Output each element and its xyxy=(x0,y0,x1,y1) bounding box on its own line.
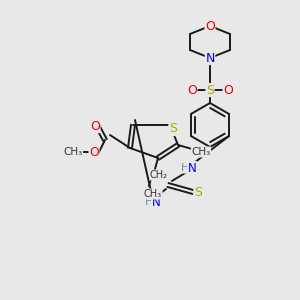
Text: H: H xyxy=(181,163,189,173)
Text: S: S xyxy=(169,122,177,136)
Text: O: O xyxy=(205,20,215,32)
Text: S: S xyxy=(206,83,214,97)
Text: CH₃: CH₃ xyxy=(191,147,211,157)
Text: O: O xyxy=(89,146,99,158)
Text: CH₂: CH₂ xyxy=(150,170,168,180)
Text: N: N xyxy=(152,196,160,208)
Text: N: N xyxy=(205,52,215,64)
Text: CH₃: CH₃ xyxy=(144,189,162,199)
Text: H: H xyxy=(145,197,153,207)
Text: O: O xyxy=(90,119,100,133)
Text: N: N xyxy=(188,161,196,175)
Text: O: O xyxy=(187,83,197,97)
Text: CH₃: CH₃ xyxy=(63,147,82,157)
Text: S: S xyxy=(194,185,202,199)
Text: O: O xyxy=(223,83,233,97)
